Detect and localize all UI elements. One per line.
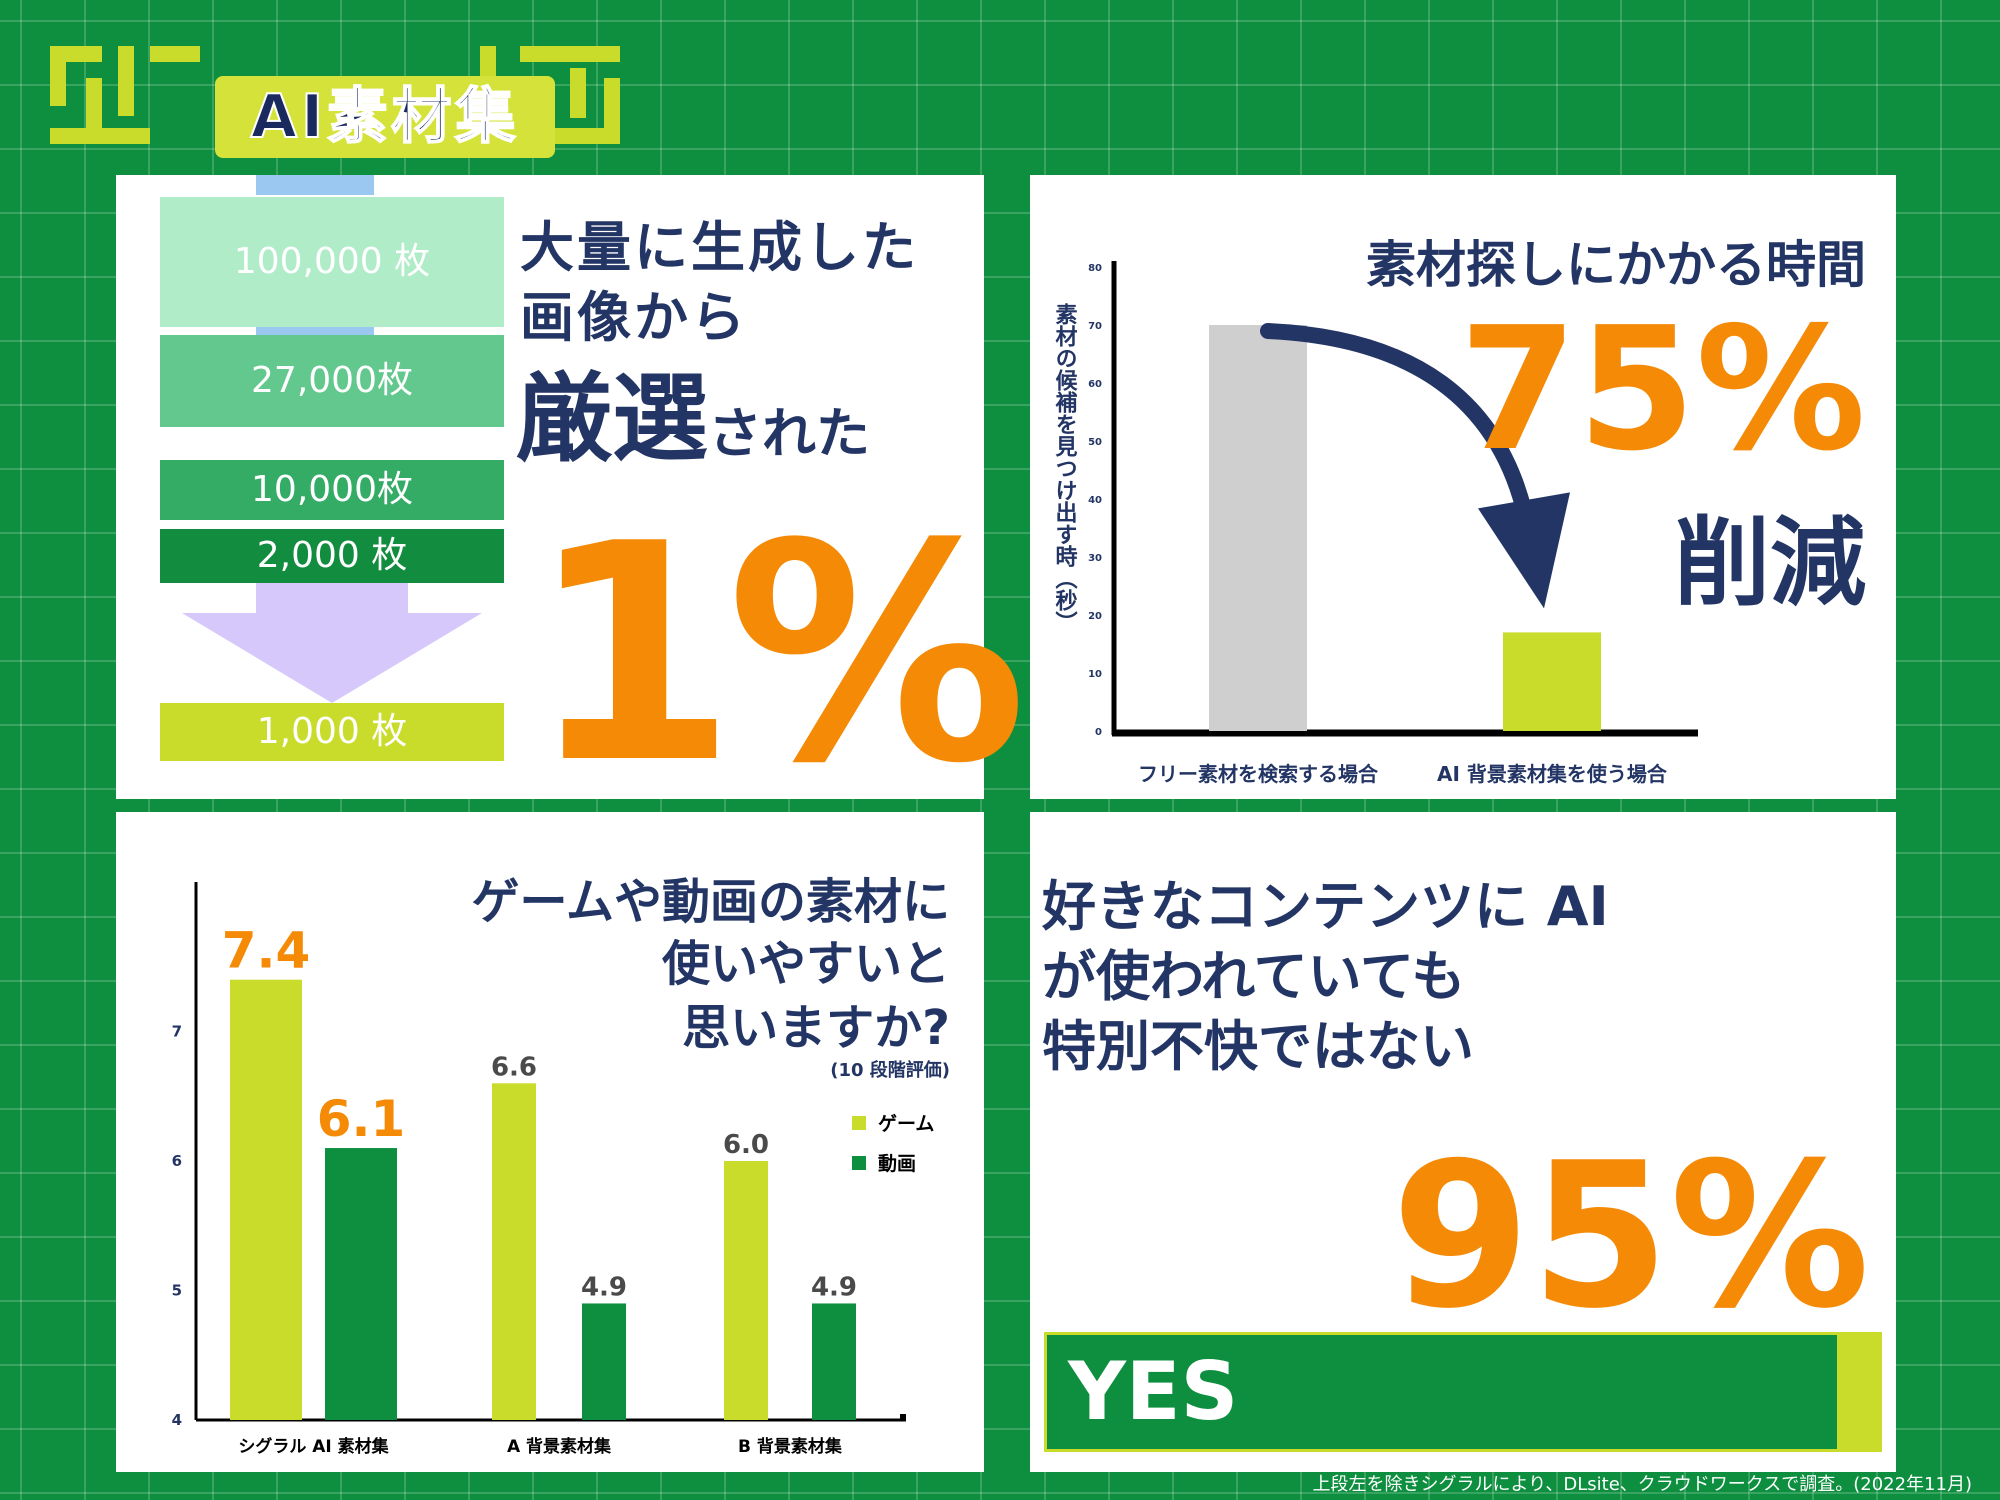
y-tick-label: 4: [172, 1411, 182, 1429]
bar-動画-1: [325, 1148, 397, 1420]
bar-ゲーム-3: [724, 1161, 768, 1420]
panel4-line1: 好きなコンテンツに AI: [1042, 875, 1609, 938]
logo-title: AI素材集: [215, 76, 555, 158]
panel1-emphasis-line: 厳選された: [516, 341, 870, 480]
count-1000: 1,000 枚: [160, 703, 504, 761]
panel3-note: (10 段階評価): [830, 1060, 950, 1081]
x-tick-label: B 背景素材集: [738, 1436, 843, 1457]
y-tick-label: 60: [1088, 379, 1102, 390]
yes-bar: YES: [1044, 1332, 1882, 1452]
search-time-chart: 0 10 20 30 40 50 60 70 80 フリー素材を検索する場合 AI 背景素材集を使う…: [1052, 261, 1698, 786]
yes-label: YES: [1068, 1345, 1239, 1438]
logo: AI素材集: [50, 38, 630, 158]
panel2-sub: 削減: [1674, 507, 1866, 619]
bar-2: [1503, 632, 1601, 731]
percent-1: 1%: [528, 480, 1027, 829]
panel-usability: 4 5 6 7 7.4 6.1 シグラル AI 素材集 6.6 4.9 A 背景素材集 6.0 4.9…: [116, 812, 984, 1472]
yes-bar-fill: [1044, 1332, 1841, 1452]
y-tick-label: 5: [172, 1282, 182, 1300]
down-arrow-icon: [182, 583, 482, 703]
count-27000: 27,000枚: [160, 335, 504, 427]
y-tick-label: 40: [1088, 495, 1102, 506]
legend-label: 動画: [878, 1153, 916, 1175]
panel1-line2: 画像から: [520, 286, 748, 349]
trend-arrow-curve: [1260, 323, 1534, 527]
legend-swatch: [852, 1116, 866, 1130]
funnel-top-strip: [256, 175, 374, 195]
axis-end-marker: [900, 1414, 906, 1420]
y-axis-label: 素材の候補を見つけ出す時（秒）: [1052, 302, 1079, 633]
x-tick-label: シグラル AI 素材集: [238, 1436, 389, 1457]
data-label: 6.6: [491, 1052, 537, 1082]
panel1-line1: 大量に生成した: [520, 216, 919, 279]
usability-chart: 4 5 6 7 7.4 6.1 シグラル AI 素材集 6.6 4.9 A 背景素材集 6.0 4.9…: [172, 882, 934, 1457]
data-label: 4.9: [811, 1272, 857, 1302]
trend-arrow-head: [1478, 492, 1570, 609]
y-tick-label: 80: [1088, 263, 1102, 274]
y-tick-label: 10: [1088, 669, 1102, 680]
funnel-strip-1: [256, 327, 374, 335]
x-tick-label: AI 背景素材集を使う場合: [1437, 762, 1668, 786]
y-tick-label: 0: [1095, 727, 1102, 738]
data-label: 6.1: [317, 1090, 406, 1148]
panel-search-time: 0 10 20 30 40 50 60 70 80 フリー素材を検索する場合 AI 背景素材集を使う…: [1030, 175, 1896, 799]
y-tick-label: 70: [1088, 321, 1102, 332]
bar-ゲーム-2: [492, 1083, 536, 1420]
percent-95: 95%: [1391, 1120, 1870, 1353]
data-label: 6.0: [723, 1130, 769, 1160]
bar-1: [1209, 325, 1307, 731]
bar-動画-2: [582, 1303, 626, 1420]
count-100000: 100,000 枚: [160, 197, 504, 327]
count-10000: 10,000枚: [160, 460, 504, 520]
data-label: 7.4: [222, 922, 311, 980]
y-tick-label: 6: [172, 1152, 182, 1170]
panel1-suffix: された: [708, 402, 870, 465]
y-tick-label: 50: [1088, 437, 1102, 448]
legend-label: ゲーム: [878, 1113, 934, 1135]
y-tick-label: 20: [1088, 611, 1102, 622]
panel-selection: 100,000 枚 27,000枚 10,000枚 2,000 枚 1,000 …: [116, 175, 1027, 805]
footer-note: 上段左を除きシグラルにより、DLsite、クラウドワークスで調査。(2022年1…: [1312, 1474, 1972, 1495]
x-tick-label: A 背景素材集: [507, 1436, 612, 1457]
panel3-title-line1: ゲームや動画の素材に: [471, 874, 950, 930]
panel3-title-line3: 思いますか?: [682, 1000, 950, 1056]
bar-動画-3: [812, 1303, 856, 1420]
y-tick-label: 7: [172, 1023, 182, 1041]
x-tick-label: フリー素材を検索する場合: [1138, 762, 1379, 786]
percent-75: 75%: [1459, 291, 1866, 489]
panel4-line3: 特別不快ではない: [1042, 1015, 1474, 1078]
panel-acceptance: 好きなコンテンツに AI が使われていても 特別不快ではない 95% YES: [1030, 812, 1896, 1472]
panel2-title: 素材探しにかかる時間: [1366, 236, 1866, 294]
data-label: 4.9: [581, 1272, 627, 1302]
count-2000: 2,000 枚: [160, 529, 504, 583]
panel4-line2: が使われていても: [1042, 945, 1466, 1008]
y-tick-label: 30: [1088, 553, 1102, 564]
panel1-emph: 厳選: [516, 363, 708, 475]
panel3-title-line2: 使いやすいと: [661, 936, 950, 992]
bar-ゲーム-1: [230, 979, 302, 1420]
legend-swatch: [852, 1156, 866, 1170]
